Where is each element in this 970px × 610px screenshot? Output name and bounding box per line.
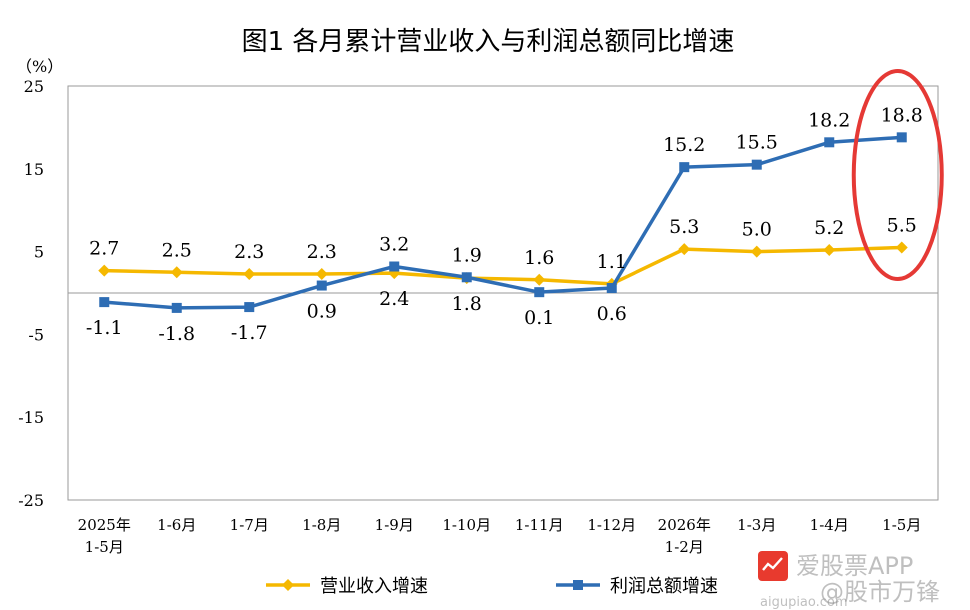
- data-labels: 2.7 2.5 2.3 2.3 2.4 1.8 1.6 1.1 5.3 5.0 5.2 5.5 -1.1…: [86, 104, 923, 345]
- watermark-app-text: 爱股票APP: [796, 552, 913, 580]
- x-tick-label: 1-9月: [375, 516, 414, 534]
- revenue-value-label: 2.5: [162, 239, 192, 261]
- revenue-value-label: 1.1: [597, 251, 627, 273]
- y-axis-unit: （%）: [16, 57, 63, 76]
- y-tick-label: 15: [24, 160, 44, 179]
- profit-point: [389, 261, 400, 272]
- profit-value-label: 18.2: [808, 109, 850, 131]
- profit-value-label: -1.1: [86, 317, 123, 339]
- revenue-value-label: 2.7: [89, 238, 119, 260]
- legend: 营业收入增速 利润总额增速: [266, 576, 718, 597]
- revenue-value-label: 1.8: [452, 293, 482, 315]
- y-axis-ticks: 25 15 5 -5 -15 -25: [18, 77, 44, 510]
- profit-value-label: 3.2: [379, 234, 409, 256]
- profit-value-label: 0.6: [597, 303, 627, 325]
- profit-point: [99, 297, 110, 308]
- x-tick-label: 1-5月: [882, 516, 921, 534]
- revenue-point: [750, 245, 763, 258]
- profit-point: [824, 137, 835, 148]
- x-tick-label: 1-4月: [810, 516, 849, 534]
- profit-value-label: 15.2: [663, 134, 705, 156]
- x-tick-label: 1-6月: [157, 516, 196, 534]
- revenue-value-label: 1.6: [524, 247, 554, 269]
- y-tick-label: -25: [18, 491, 44, 510]
- watermark-url-text: aigupiao.com: [760, 595, 848, 610]
- legend-marker-diamond: [282, 579, 294, 591]
- legend-label: 利润总额增速: [610, 576, 718, 597]
- revenue-point: [678, 243, 691, 256]
- annotation-layer: [851, 69, 944, 281]
- revenue-point: [823, 243, 836, 256]
- series-layer: [98, 132, 908, 313]
- y-tick-label: 25: [24, 77, 44, 96]
- revenue-value-label: 5.3: [669, 216, 699, 238]
- x-tick-label: 2026年 1-2月: [658, 516, 711, 556]
- profit-point: [244, 302, 255, 313]
- y-tick-label: -5: [28, 325, 44, 344]
- profit-value-label: 1.9: [452, 244, 482, 266]
- profit-value-label: -1.7: [231, 322, 268, 344]
- y-tick-label: -15: [18, 408, 44, 427]
- watermark-logo-icon: [758, 551, 788, 581]
- profit-value-label: 0.9: [307, 301, 337, 323]
- profit-value-label: 15.5: [736, 132, 778, 154]
- profit-point: [751, 159, 762, 170]
- revenue-point: [243, 267, 256, 280]
- series-line-revenue: [104, 245, 902, 286]
- series-line-profit: [104, 135, 902, 310]
- profit-point: [679, 162, 690, 173]
- revenue-point: [170, 266, 183, 279]
- highlight-ellipse: [851, 69, 944, 281]
- watermark-handle-text: @股市万锋: [820, 578, 940, 606]
- x-tick-label: 2025年 1-5月: [78, 516, 131, 556]
- revenue-value-label: 2.3: [307, 241, 337, 263]
- x-tick-label: 1-11月: [515, 516, 564, 534]
- x-axis-ticks: 2025年 1-5月 1-6月 1-7月 1-8月 1-9月 1-10月 1-11月 1-12月…: [78, 516, 922, 556]
- x-tick-label: 1-3月: [737, 516, 776, 534]
- revenue-point: [533, 273, 546, 286]
- legend-marker-square: [573, 580, 583, 590]
- x-tick-label: 1-10月: [442, 516, 491, 534]
- chart-title: 图1 各月累计营业收入与利润总额同比增速: [242, 27, 735, 57]
- watermark: 爱股票APP @股市万锋 aigupiao.com: [758, 551, 940, 610]
- profit-value-label: 18.8: [881, 104, 923, 126]
- watermark-logo-mark: [762, 557, 783, 571]
- revenue-value-label: 5.5: [887, 214, 917, 236]
- plot-area: [67, 85, 939, 501]
- x-tick-label: 1-7月: [230, 516, 269, 534]
- profit-value-label: -1.8: [158, 323, 195, 345]
- profit-value-label: 0.1: [524, 307, 554, 329]
- legend-label: 营业收入增速: [320, 576, 428, 597]
- revenue-value-label: 5.2: [814, 217, 844, 239]
- revenue-value-label: 2.4: [379, 288, 409, 310]
- x-tick-label: 1-8月: [302, 516, 341, 534]
- profit-point: [461, 272, 472, 283]
- profit-point: [171, 302, 182, 313]
- x-tick-label: 1-12月: [587, 516, 636, 534]
- profit-point: [534, 287, 545, 298]
- profit-point: [316, 280, 327, 291]
- profit-point: [896, 132, 907, 143]
- revenue-point: [98, 264, 111, 277]
- profit-point: [606, 283, 617, 294]
- y-tick-label: 5: [34, 243, 44, 262]
- revenue-point: [895, 241, 908, 254]
- revenue-point: [315, 267, 328, 280]
- revenue-value-label: 5.0: [742, 219, 772, 241]
- revenue-value-label: 2.3: [234, 241, 264, 263]
